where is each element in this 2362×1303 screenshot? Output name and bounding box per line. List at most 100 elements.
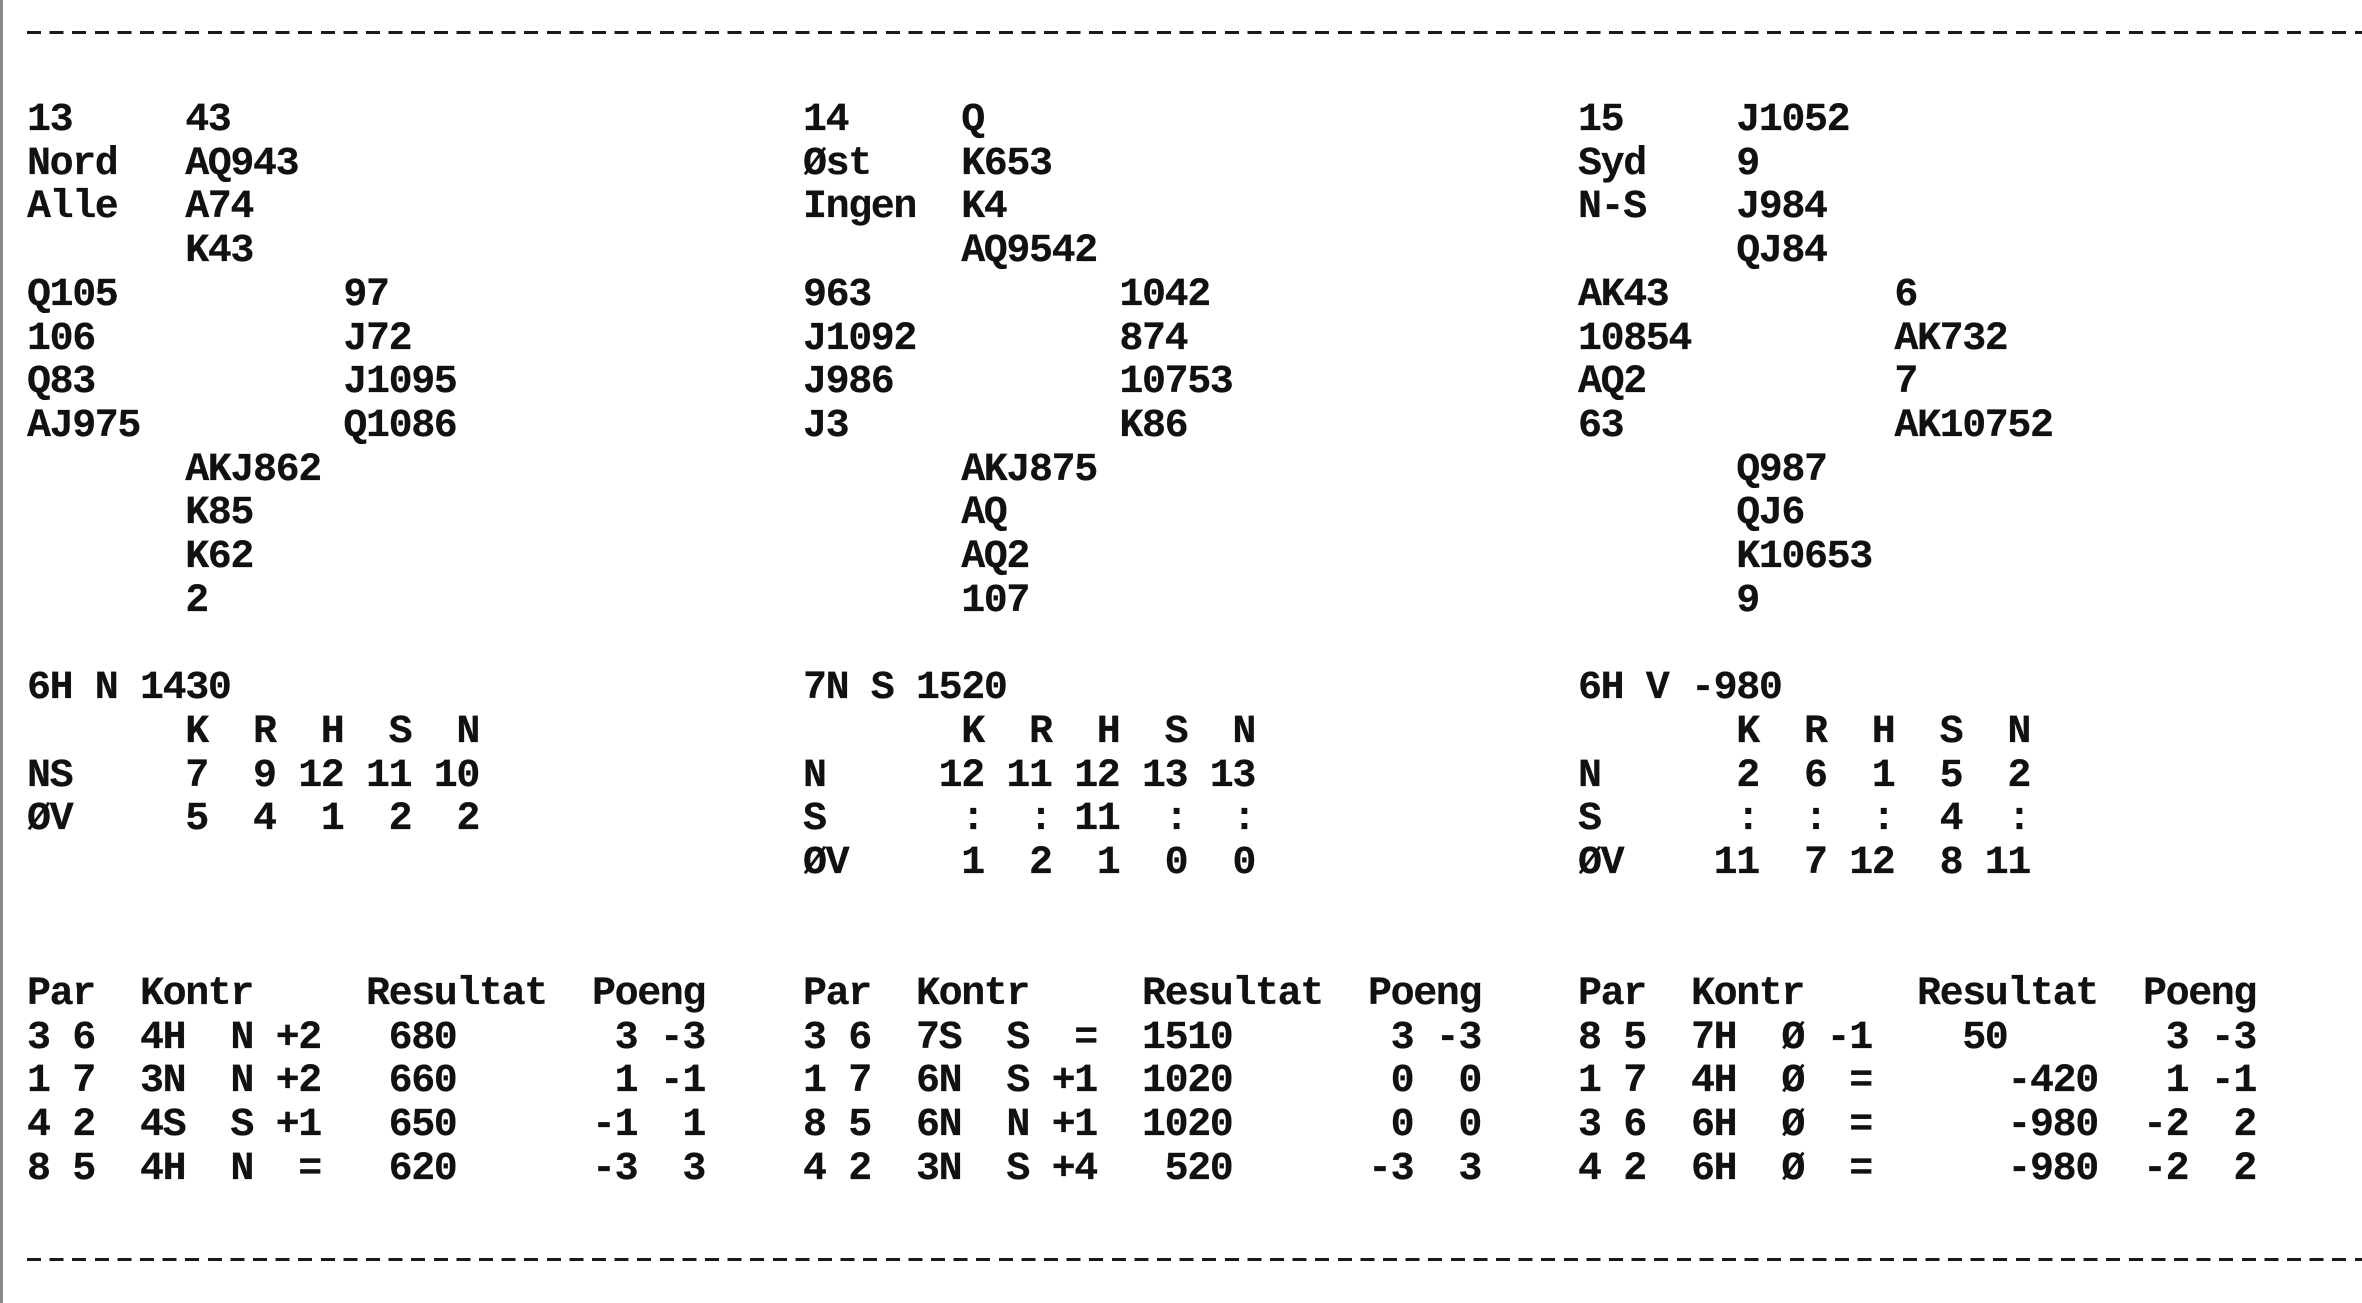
result-pair: 1 7 — [803, 1059, 872, 1105]
trick-count: 2 — [1029, 840, 1053, 886]
east-hand-suit: 1042 — [1119, 272, 1211, 318]
result-score-ew: -420 — [2007, 1059, 2099, 1105]
north-hand-suit: J1052 — [1736, 98, 1851, 143]
result-contract: 4S — [140, 1103, 187, 1149]
result-points-ew: -1 — [2210, 1059, 2258, 1105]
west-hand-suit: 63 — [1578, 403, 1625, 449]
result-score-ew: -980 — [2007, 1103, 2099, 1149]
result-score-ew: -980 — [2007, 1146, 2099, 1192]
result-contract: 3N — [140, 1059, 187, 1105]
board-number: 14 — [803, 98, 850, 143]
trick-count: 13 — [1209, 753, 1257, 799]
trick-header-strain: S — [388, 709, 412, 755]
east-hand-suit: 874 — [1119, 316, 1188, 362]
result-points-ew: -3 — [1435, 1015, 1483, 1061]
trick-count: 6 — [1804, 753, 1828, 799]
south-hand-suit: 9 — [1736, 578, 1760, 624]
result-declarer: Ø — [1781, 1059, 1805, 1105]
trick-count: : — [961, 797, 985, 843]
result-score-ns: 520 — [1164, 1146, 1233, 1192]
result-score-ns: 50 — [1962, 1015, 2009, 1061]
trick-header-strain: R — [253, 709, 277, 755]
result-contract: 3N — [916, 1146, 963, 1192]
result-declarer: N — [230, 1146, 254, 1192]
trick-header-strain: K — [961, 709, 985, 755]
vulnerability: Ingen — [803, 185, 918, 231]
trick-count: 1 — [1871, 753, 1896, 799]
trick-count: 1 — [1096, 840, 1121, 886]
separator-top — [27, 31, 2362, 34]
result-points-ns: 0 — [1390, 1059, 1414, 1105]
result-tricks: +1 — [275, 1103, 322, 1149]
result-declarer: S — [1006, 1059, 1030, 1105]
result-score-ns: 680 — [388, 1015, 457, 1061]
west-hand-suit: AJ975 — [27, 403, 142, 449]
west-hand-suit: 106 — [27, 316, 96, 362]
trick-count: 12 — [1074, 753, 1121, 799]
board-number: 15 — [1578, 98, 1625, 143]
trick-count: 2 — [388, 797, 412, 843]
results-header-contract: Kontr — [916, 972, 1031, 1017]
trick-row-label: N — [1578, 753, 1602, 799]
result-points-ns: 3 — [2165, 1015, 2189, 1061]
result-declarer: Ø — [1781, 1146, 1805, 1192]
results-header-pair: Par — [1578, 972, 1647, 1017]
west-hand-suit: Q83 — [27, 360, 96, 406]
board-13: 13 Nord Alle 43 AQ943 A74 K43 Q105 106 Q83 AJ975 97… — [27, 0, 787, 1303]
north-hand-suit: Q — [961, 98, 985, 143]
result-pair: 3 6 — [27, 1015, 96, 1061]
result-points-ns: -2 — [2143, 1103, 2190, 1149]
trick-header-strain: K — [185, 709, 209, 755]
trick-count: 11 — [1006, 753, 1053, 799]
trick-count: 1 — [320, 797, 345, 843]
result-pair: 3 6 — [803, 1015, 872, 1061]
results-header-points: Poeng — [1368, 972, 1483, 1017]
north-hand-suit: A74 — [185, 185, 254, 231]
results-header-result: Resultat — [1917, 972, 2099, 1017]
south-hand-suit: AKJ862 — [185, 447, 322, 493]
south-hand-suit: K62 — [185, 535, 254, 580]
result-pair: 8 5 — [803, 1103, 872, 1149]
trick-count: : — [1164, 797, 1188, 843]
result-contract: 7H — [1691, 1015, 1738, 1061]
trick-count: 11 — [1713, 840, 1760, 886]
result-declarer: N — [230, 1059, 254, 1105]
trick-row-label: ØV — [27, 797, 74, 843]
trick-header-strain: H — [320, 709, 345, 755]
result-declarer: N — [1006, 1103, 1030, 1149]
result-contract: 6N — [916, 1059, 963, 1105]
result-tricks: -1 — [1826, 1015, 1873, 1061]
west-hand-suit: 963 — [803, 272, 872, 318]
vulnerability: N-S — [1578, 185, 1647, 231]
trick-count: : — [1232, 797, 1256, 843]
result-pair: 4 2 — [1578, 1146, 1647, 1192]
par-contract: 7N S 1520 — [803, 666, 1008, 712]
left-border — [0, 0, 3, 1303]
south-hand-suit: Q987 — [1736, 447, 1828, 493]
result-pair: 3 6 — [1578, 1103, 1647, 1149]
trick-header-strain: R — [1029, 709, 1053, 755]
trick-count: 9 — [253, 753, 277, 799]
result-points-ns: 3 — [614, 1015, 638, 1061]
trick-count: 7 — [1804, 840, 1828, 886]
result-points-ew: -3 — [2210, 1015, 2258, 1061]
result-pair: 4 2 — [803, 1146, 872, 1192]
result-points-ew: 3 — [682, 1146, 706, 1192]
north-hand-suit: 9 — [1736, 141, 1760, 187]
trick-header-strain: H — [1871, 709, 1896, 755]
trick-count: 7 — [185, 753, 209, 799]
result-points-ew: 0 — [1458, 1103, 1482, 1149]
trick-count: : — [1804, 797, 1828, 843]
result-score-ns: 1020 — [1142, 1059, 1234, 1105]
west-hand-suit: J3 — [803, 403, 850, 449]
east-hand-suit: 7 — [1894, 360, 1918, 406]
south-hand-suit: 107 — [961, 578, 1030, 624]
result-points-ns: 0 — [1390, 1103, 1414, 1149]
result-contract: 6H — [1691, 1146, 1738, 1192]
result-tricks: +2 — [275, 1059, 322, 1105]
trick-count: 11 — [1074, 797, 1121, 843]
board-14: 14 Øst Ingen Q K653 K4 AQ9542 963 J1092 J986 J3 104… — [803, 0, 1563, 1303]
result-points-ew: 2 — [2233, 1103, 2257, 1149]
east-hand-suit: J1095 — [343, 360, 458, 406]
results-header-points: Poeng — [592, 972, 707, 1017]
